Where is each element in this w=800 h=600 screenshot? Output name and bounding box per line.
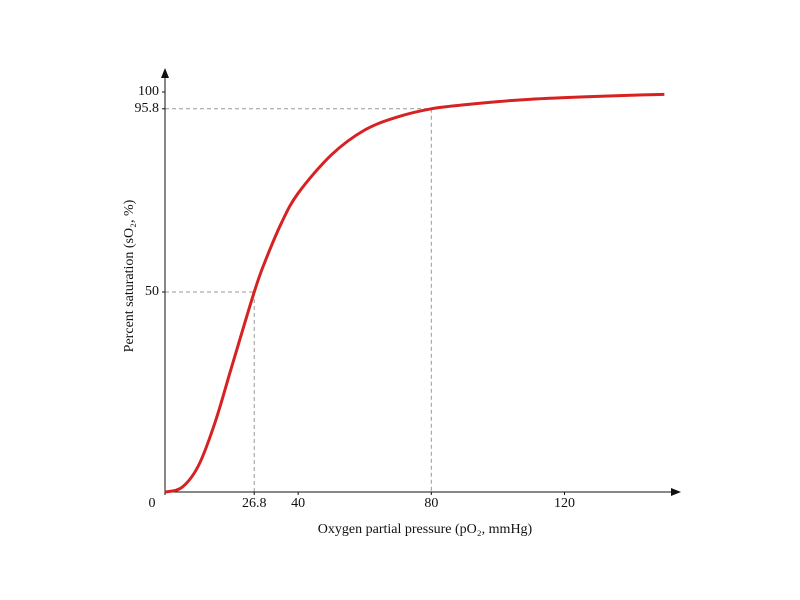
x-tick-label: 26.8	[242, 496, 267, 511]
x-tick-label: 0	[149, 496, 156, 511]
x-tick-label: 40	[291, 496, 305, 511]
x-tick-label: 120	[554, 496, 575, 511]
y-tick-label: 100	[138, 84, 159, 99]
y-axis-arrow	[161, 68, 169, 78]
x-tick-label: 80	[424, 496, 438, 511]
curve	[164, 92, 665, 494]
y-tick-label: 95.8	[135, 101, 160, 116]
x-axis-arrow	[671, 488, 681, 496]
y-axis-label: Percent saturation (sO₂, %)	[122, 199, 137, 352]
y-tick-label: 50	[145, 284, 159, 299]
x-axis-label: Oxygen partial pressure (pO₂, mmHg)	[318, 522, 533, 537]
